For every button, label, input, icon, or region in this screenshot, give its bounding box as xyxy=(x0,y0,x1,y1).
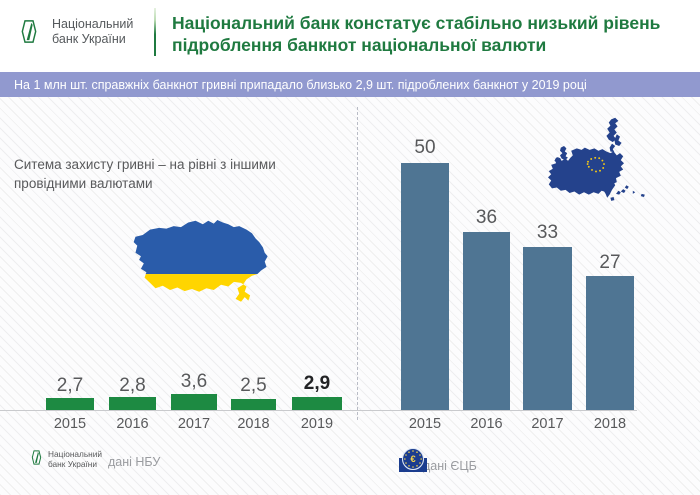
svg-text:€: € xyxy=(410,454,416,465)
